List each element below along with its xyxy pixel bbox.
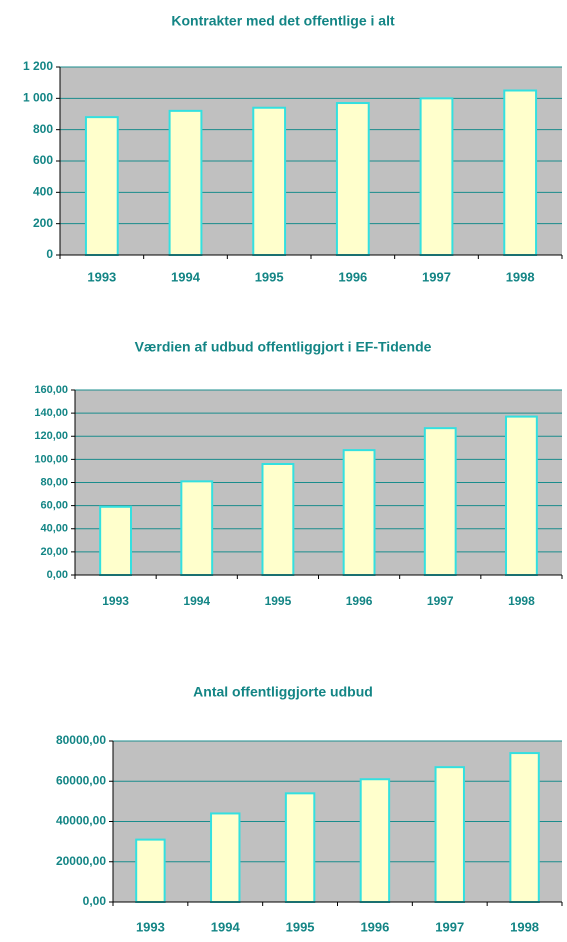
x-tick-label: 1997: [435, 919, 464, 934]
y-tick-label: 40000,00: [56, 814, 106, 828]
y-tick-label: 600: [33, 153, 53, 167]
x-tick-label: 1997: [427, 594, 454, 608]
chart-title: Antal offentliggjorte udbud: [193, 684, 373, 700]
bar: [503, 89, 538, 256]
bar: [135, 838, 166, 903]
x-tick-label: 1995: [286, 919, 315, 934]
y-tick-label: 80000,00: [56, 733, 106, 747]
bar: [423, 427, 457, 576]
y-tick-label: 100,00: [34, 453, 68, 465]
y-tick-label: 80,00: [40, 476, 68, 488]
y-tick-label: 200: [33, 216, 53, 230]
bar: [252, 106, 287, 256]
y-tick-label: 0,00: [47, 569, 68, 581]
bar: [335, 102, 370, 256]
bar: [419, 97, 454, 257]
x-tick-label: 1994: [171, 269, 201, 284]
y-tick-label: 60000,00: [56, 773, 106, 787]
x-tick-label: 1994: [183, 594, 210, 608]
y-tick-label: 1 000: [23, 91, 53, 105]
y-tick-label: 800: [33, 122, 53, 136]
x-tick-label: 1993: [87, 269, 116, 284]
bar: [434, 766, 465, 903]
y-tick-label: 20,00: [40, 546, 68, 558]
bar: [284, 792, 316, 904]
x-tick-label: 1994: [211, 919, 241, 934]
x-tick-label: 1997: [422, 269, 451, 284]
x-tick-label: 1996: [346, 594, 373, 608]
x-tick-label: 1993: [136, 919, 165, 934]
x-tick-label: 1996: [360, 919, 389, 934]
y-tick-label: 0,00: [83, 894, 107, 908]
chart-title: Værdien af udbud offentliggjort i EF-Tid…: [135, 339, 432, 355]
y-tick-label: 400: [33, 185, 53, 199]
y-tick-label: 60,00: [40, 500, 68, 512]
x-tick-label: 1998: [510, 919, 539, 934]
bar: [261, 463, 295, 576]
bar: [180, 480, 214, 576]
y-tick-label: 20000,00: [56, 854, 106, 868]
x-tick-label: 1995: [265, 594, 292, 608]
bar: [504, 415, 538, 576]
y-tick-label: 140,00: [34, 407, 68, 419]
x-tick-label: 1993: [102, 594, 129, 608]
bar: [84, 116, 119, 256]
y-tick-label: 1 200: [23, 59, 53, 73]
bar: [210, 812, 241, 904]
bar: [342, 449, 376, 576]
y-tick-label: 0: [46, 247, 53, 261]
bar: [168, 109, 203, 256]
x-tick-label: 1996: [338, 269, 367, 284]
bar: [359, 778, 391, 903]
y-tick-label: 160,00: [34, 384, 68, 396]
x-tick-label: 1998: [506, 269, 535, 284]
bar: [99, 505, 133, 576]
x-tick-label: 1998: [508, 594, 535, 608]
x-tick-label: 1995: [255, 269, 284, 284]
chart-title: Kontrakter med det offentlige i alt: [171, 13, 395, 29]
y-tick-label: 120,00: [34, 430, 68, 442]
bar: [509, 752, 540, 904]
y-tick-label: 40,00: [40, 523, 68, 535]
